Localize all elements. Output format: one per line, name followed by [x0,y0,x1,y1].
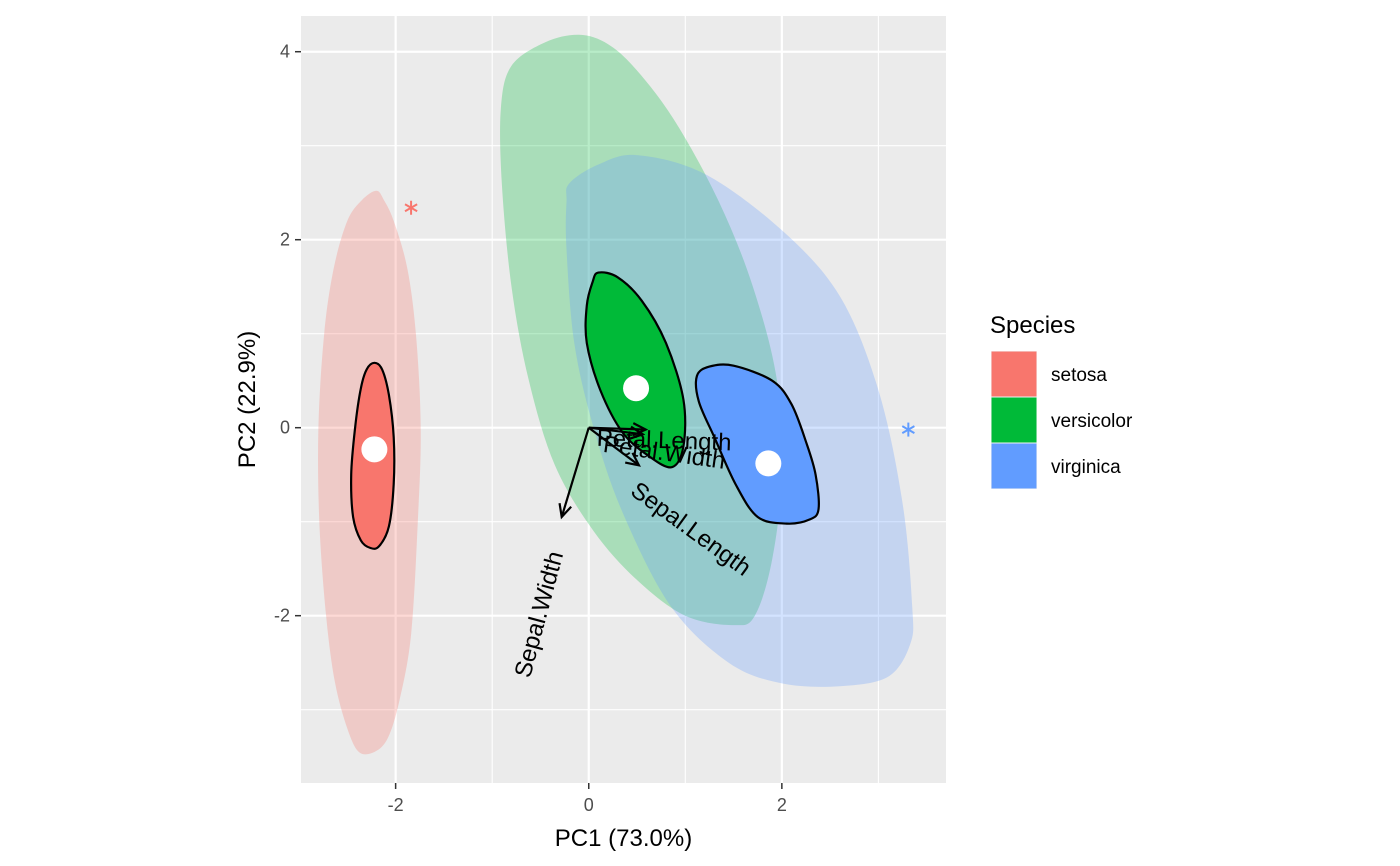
outlier-stroke [901,425,915,434]
x-tick-label: -2 [388,795,404,815]
ellipse-versicolor [584,271,687,469]
legend-title: Species [990,312,1075,339]
legend: Species setosa versicolor virginica [990,312,1133,489]
loading-arrowhead [629,425,646,440]
x-axis: -2 0 2 [388,783,787,815]
y-axis: -2 0 2 4 [274,42,301,626]
x-tick-label: 2 [777,795,787,815]
centroid-virginica [755,450,782,477]
loading-arrow-Sepal.Length [588,426,640,467]
centroid-layer [361,375,782,477]
outlier-stroke [404,203,418,213]
legend-swatch-virginica [991,443,1037,489]
outlier-virginica [901,422,915,437]
outlier-setosa [404,200,418,215]
plot-area: Petal.LengthPetal.WidthSepal.LengthSepal… [318,34,915,755]
loading-arrow-Sepal.Width [560,427,590,518]
legend-swatch-setosa [991,351,1037,397]
loading-arrow-Petal.Width [588,426,643,436]
legend-label-setosa: setosa [1051,365,1107,386]
x-tick-label: 0 [584,795,594,815]
y-axis-title: PC2 (22.9%) [234,331,261,468]
outlier-layer [404,200,915,437]
y-tick-label: -2 [274,606,290,626]
y-tick-label: 4 [280,42,290,62]
y-tick-label: 0 [280,418,290,438]
centroid-setosa [361,436,388,463]
ellipse-virginica [694,363,820,525]
centroid-versicolor [623,375,650,402]
loading-arrowhead [558,502,572,520]
legend-label-virginica: virginica [1051,457,1121,478]
x-axis-title: PC1 (73.0%) [555,825,692,852]
legend-swatch-versicolor [991,397,1037,443]
y-tick-label: 2 [280,230,290,250]
loading-arrowhead [624,452,641,467]
legend-label-versicolor: versicolor [1051,411,1133,432]
